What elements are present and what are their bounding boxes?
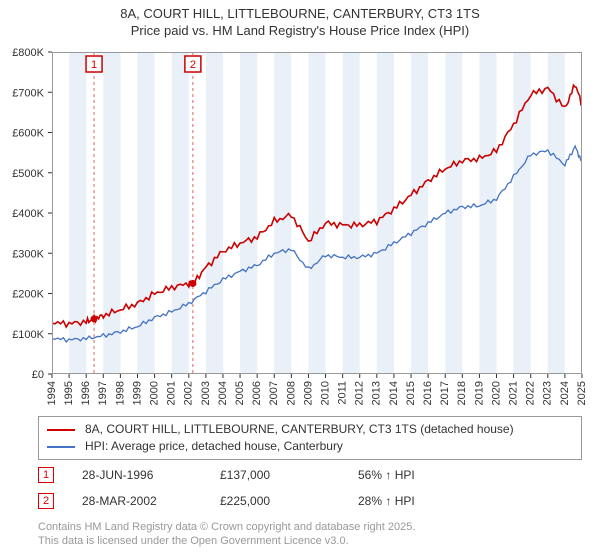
sale-marker-badge: 1 xyxy=(38,467,54,483)
footer-line-1: Contains HM Land Registry data © Crown c… xyxy=(38,520,582,534)
svg-text:1998: 1998 xyxy=(114,381,126,405)
legend-swatch-property xyxy=(47,429,75,431)
svg-text:£100K: £100K xyxy=(12,329,44,341)
svg-text:2012: 2012 xyxy=(354,381,366,405)
legend-entry-property: 8A, COURT HILL, LITTLEBOURNE, CANTERBURY… xyxy=(47,421,573,438)
svg-text:2022: 2022 xyxy=(525,381,537,405)
chart-titles: 8A, COURT HILL, LITTLEBOURNE, CANTERBURY… xyxy=(0,0,600,38)
svg-text:2023: 2023 xyxy=(542,381,554,405)
sale-marker-date: 28-MAR-2002 xyxy=(82,494,192,508)
svg-text:2008: 2008 xyxy=(285,381,297,405)
svg-text:2016: 2016 xyxy=(422,381,434,405)
sale-marker-date: 28-JUN-1996 xyxy=(82,468,192,482)
svg-text:2004: 2004 xyxy=(217,381,229,405)
svg-text:2020: 2020 xyxy=(490,381,502,405)
svg-text:£400K: £400K xyxy=(12,208,44,220)
sale-marker-row: 2 28-MAR-2002 £225,000 28% ↑ HPI xyxy=(38,488,582,514)
svg-text:2: 2 xyxy=(190,59,196,71)
svg-text:£800K: £800K xyxy=(12,47,44,59)
svg-text:1997: 1997 xyxy=(97,381,109,405)
svg-text:2007: 2007 xyxy=(268,381,280,405)
svg-text:2025: 2025 xyxy=(576,381,588,405)
x-axis-svg: 1994 1995 1996 1997 1998 1999 2000 2001 2002 2003… xyxy=(0,373,600,419)
legend-swatch-hpi xyxy=(47,446,75,448)
svg-text:2013: 2013 xyxy=(371,381,383,405)
svg-text:2024: 2024 xyxy=(559,381,571,405)
svg-text:2014: 2014 xyxy=(388,381,400,405)
svg-text:2011: 2011 xyxy=(337,381,349,405)
chart-subtitle: Price paid vs. HM Land Registry's House … xyxy=(0,23,600,38)
svg-text:1994: 1994 xyxy=(46,381,58,405)
legend-label-hpi: HPI: Average price, detached house, Cant… xyxy=(85,438,343,455)
legend-label-property: 8A, COURT HILL, LITTLEBOURNE, CANTERBURY… xyxy=(85,421,514,438)
sale-marker-hpi: 56% ↑ HPI xyxy=(358,468,415,482)
chart-container: 8A, COURT HILL, LITTLEBOURNE, CANTERBURY… xyxy=(0,0,600,560)
svg-text:2000: 2000 xyxy=(148,381,160,405)
chart-title: 8A, COURT HILL, LITTLEBOURNE, CANTERBURY… xyxy=(0,6,600,21)
svg-text:1996: 1996 xyxy=(80,381,92,405)
svg-text:£300K: £300K xyxy=(12,248,44,260)
arrow-up-icon: ↑ xyxy=(385,468,391,482)
sale-marker-badge: 2 xyxy=(38,493,54,509)
sale-marker-price: £137,000 xyxy=(220,468,330,482)
svg-text:2003: 2003 xyxy=(200,381,212,405)
svg-text:2005: 2005 xyxy=(234,381,246,405)
plot-area: 12 xyxy=(52,52,582,374)
sale-marker-hpi: 28% ↑ HPI xyxy=(358,494,415,508)
chart-svg: 12 xyxy=(52,52,582,374)
y-axis-svg: £0£100K£200K£300K£400K£500K£600K£700K£80… xyxy=(0,42,52,422)
sale-marker-row: 1 28-JUN-1996 £137,000 56% ↑ HPI xyxy=(38,462,582,488)
legend-entry-hpi: HPI: Average price, detached house, Cant… xyxy=(47,438,573,455)
svg-text:1995: 1995 xyxy=(63,381,75,405)
sale-marker-price: £225,000 xyxy=(220,494,330,508)
svg-text:2019: 2019 xyxy=(473,381,485,405)
svg-text:1: 1 xyxy=(91,59,97,71)
arrow-up-icon: ↑ xyxy=(385,494,391,508)
svg-text:2002: 2002 xyxy=(183,381,195,405)
svg-text:2010: 2010 xyxy=(319,381,331,405)
sale-marker-rows: 1 28-JUN-1996 £137,000 56% ↑ HPI 2 28-MA… xyxy=(38,462,582,514)
svg-text:£500K: £500K xyxy=(12,168,44,180)
svg-text:2018: 2018 xyxy=(456,381,468,405)
svg-text:2001: 2001 xyxy=(166,381,178,405)
svg-text:£600K: £600K xyxy=(12,128,44,140)
svg-text:2015: 2015 xyxy=(405,381,417,405)
svg-text:1999: 1999 xyxy=(131,381,143,405)
svg-text:2021: 2021 xyxy=(508,381,520,405)
svg-text:2006: 2006 xyxy=(251,381,263,405)
legend-box: 8A, COURT HILL, LITTLEBOURNE, CANTERBURY… xyxy=(38,416,582,460)
footer-line-2: This data is licensed under the Open Gov… xyxy=(38,534,582,548)
svg-text:2017: 2017 xyxy=(439,381,451,405)
svg-text:£200K: £200K xyxy=(12,289,44,301)
footer-note: Contains HM Land Registry data © Crown c… xyxy=(38,520,582,548)
svg-text:2009: 2009 xyxy=(302,381,314,405)
svg-text:£700K: £700K xyxy=(12,87,44,99)
